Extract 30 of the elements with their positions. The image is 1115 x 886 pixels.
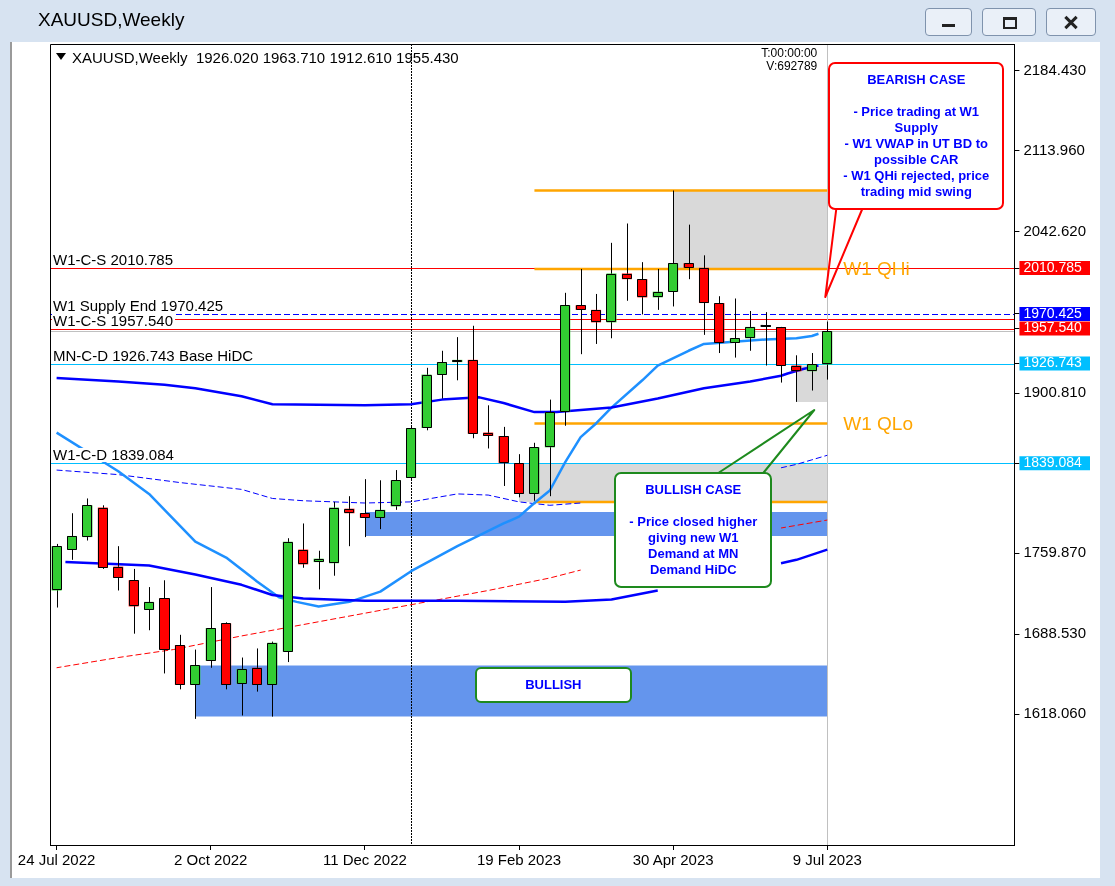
y-tick-label: 1688.530 (1023, 624, 1087, 642)
x-tick-label: 11 Dec 2022 (322, 851, 407, 869)
y-tick-label: 1970.425 (1023, 304, 1083, 321)
annotation: T:00:00:00 (761, 46, 818, 60)
y-tick-label: 2113.960 (1023, 140, 1085, 158)
text: BEARISH CASE - Price trading at W1 Supply - W1 VWAP in UT BD to possible CAR - W1 QHi rejected, price trading mid swing (843, 72, 990, 199)
y-tick-label: 1618.060 (1023, 704, 1087, 722)
y-tick-label: 2010.785 (1023, 258, 1083, 275)
ref-line-label: W1-C-D 1839.084 (53, 446, 174, 463)
x-tick-label: 30 Apr 2023 (632, 851, 714, 869)
series-label: W1 QLo (843, 412, 913, 434)
y-tick-label: 1759.870 (1023, 543, 1087, 561)
annotation: BULLISH (525, 677, 582, 693)
x-tick-label: 24 Jul 2022 (17, 851, 96, 869)
y-tick-label: 1926.743 (1023, 354, 1083, 371)
y-tick-label: 2042.620 (1023, 222, 1087, 240)
text: BULLISH CASE - Price closed higher giving new W1 Demand at MN Demand HiDC (629, 482, 758, 577)
x-tick-label: 9 Jul 2023 (792, 851, 862, 869)
y-tick-label: 1957.540 (1023, 319, 1083, 336)
x-tick-label: 2 Oct 2022 (174, 851, 248, 869)
y-tick-label: 1839.084 (1023, 454, 1083, 471)
chart-title: XAUUSD,Weekly (38, 9, 185, 31)
y-tick-label: 1900.810 (1023, 383, 1087, 401)
ref-line-label: MN-C-D 1926.743 Base HiDC (53, 347, 254, 364)
y-tick-label: 2184.430 (1023, 60, 1087, 78)
ref-line-label: W1 Supply End 1970.425 (53, 297, 224, 314)
chart-subtitle: XAUUSD,Weekly 1926.020 1963.710 1912.610 1955.430 (72, 49, 459, 66)
annotation: V:692789 (766, 59, 818, 73)
ref-line-label: W1-C-S 2010.785 (53, 251, 174, 268)
x-tick-label: 19 Feb 2023 (476, 851, 562, 869)
